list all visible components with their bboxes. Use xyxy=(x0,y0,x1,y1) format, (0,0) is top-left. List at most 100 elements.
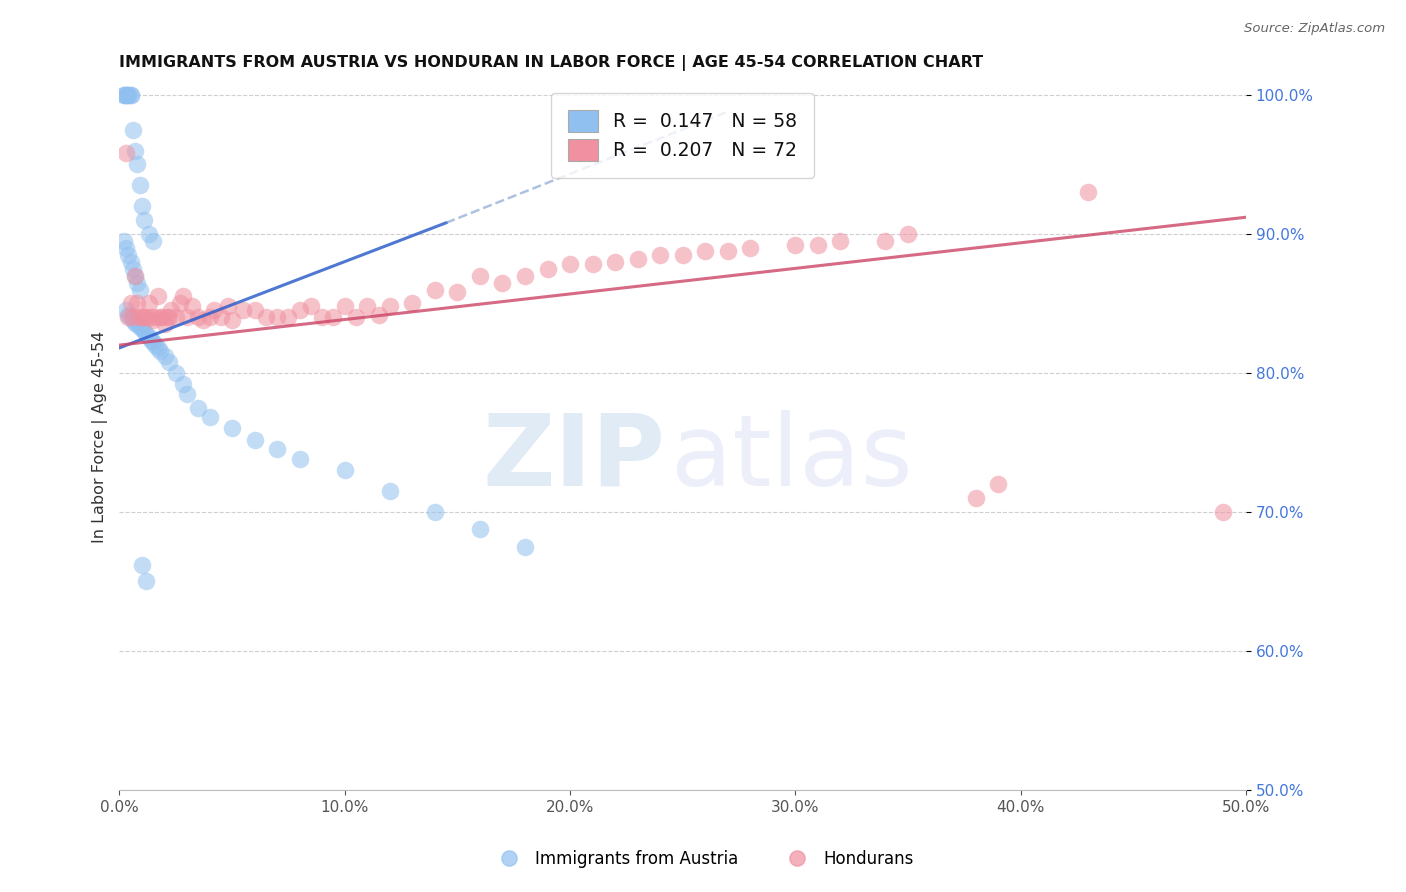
Point xyxy=(165,366,187,380)
Point xyxy=(115,303,138,318)
Point xyxy=(897,227,920,241)
Point xyxy=(120,296,142,310)
Point xyxy=(131,558,153,572)
Point xyxy=(558,258,581,272)
Point xyxy=(127,318,149,332)
Legend: Immigrants from Austria, Hondurans: Immigrants from Austria, Hondurans xyxy=(485,844,921,875)
Point xyxy=(135,326,157,341)
Legend: R =  0.147   N = 58, R =  0.207   N = 72: R = 0.147 N = 58, R = 0.207 N = 72 xyxy=(551,93,814,178)
Point xyxy=(717,244,740,258)
Point xyxy=(191,313,214,327)
Point xyxy=(117,87,139,102)
Point xyxy=(172,289,194,303)
Point xyxy=(217,299,239,313)
Point xyxy=(169,296,191,310)
Point xyxy=(299,299,322,313)
Point xyxy=(138,296,160,310)
Point xyxy=(115,87,138,102)
Point xyxy=(423,283,446,297)
Point xyxy=(142,313,165,327)
Point xyxy=(115,87,138,102)
Point xyxy=(1212,505,1234,519)
Point xyxy=(627,252,650,266)
Point xyxy=(672,248,695,262)
Point xyxy=(127,296,149,310)
Point xyxy=(513,268,536,283)
Point xyxy=(254,310,277,325)
Point xyxy=(277,310,299,325)
Point xyxy=(131,199,153,213)
Point xyxy=(209,310,232,325)
Point xyxy=(160,303,183,318)
Point xyxy=(333,299,356,313)
Point xyxy=(135,574,157,589)
Point xyxy=(740,241,762,255)
Point xyxy=(356,299,378,313)
Point xyxy=(180,299,202,313)
Point xyxy=(172,377,194,392)
Point xyxy=(139,333,162,347)
Point xyxy=(603,254,626,268)
Point xyxy=(117,87,139,102)
Point xyxy=(128,283,150,297)
Point xyxy=(187,401,209,415)
Point xyxy=(157,355,180,369)
Point xyxy=(149,310,172,325)
Point xyxy=(176,386,198,401)
Point xyxy=(138,227,160,241)
Point xyxy=(122,122,145,136)
Point xyxy=(157,310,180,325)
Point xyxy=(150,310,173,325)
Point xyxy=(176,310,198,325)
Point xyxy=(131,321,153,335)
Point xyxy=(378,299,401,313)
Point xyxy=(120,254,142,268)
Point xyxy=(221,313,243,327)
Point xyxy=(650,248,672,262)
Point xyxy=(139,310,162,325)
Point xyxy=(124,268,146,283)
Point xyxy=(187,310,209,325)
Point xyxy=(122,261,145,276)
Point xyxy=(124,316,146,330)
Point xyxy=(112,87,135,102)
Text: atlas: atlas xyxy=(672,409,912,507)
Point xyxy=(243,303,266,318)
Point xyxy=(156,310,179,325)
Point xyxy=(288,303,311,318)
Point xyxy=(266,310,288,325)
Point xyxy=(142,335,165,350)
Point xyxy=(145,310,167,325)
Point xyxy=(134,213,156,227)
Point xyxy=(127,157,149,171)
Point xyxy=(128,178,150,193)
Point xyxy=(695,244,717,258)
Point xyxy=(112,234,135,248)
Point xyxy=(124,144,146,158)
Point xyxy=(785,238,807,252)
Point xyxy=(333,463,356,477)
Point xyxy=(122,313,145,327)
Point xyxy=(149,343,172,358)
Point xyxy=(311,310,333,325)
Point xyxy=(322,310,344,325)
Point xyxy=(266,442,288,457)
Point xyxy=(120,310,142,325)
Point xyxy=(112,87,135,102)
Point xyxy=(401,296,423,310)
Point xyxy=(344,310,367,325)
Point xyxy=(127,276,149,290)
Y-axis label: In Labor Force | Age 45-54: In Labor Force | Age 45-54 xyxy=(93,331,108,543)
Point xyxy=(138,330,160,344)
Point xyxy=(146,341,169,355)
Point xyxy=(468,522,491,536)
Point xyxy=(134,324,156,338)
Text: Source: ZipAtlas.com: Source: ZipAtlas.com xyxy=(1244,22,1385,36)
Point xyxy=(491,276,513,290)
Point xyxy=(135,310,157,325)
Point xyxy=(536,261,558,276)
Point xyxy=(146,289,169,303)
Point xyxy=(128,320,150,334)
Point xyxy=(198,410,221,425)
Point xyxy=(875,234,897,248)
